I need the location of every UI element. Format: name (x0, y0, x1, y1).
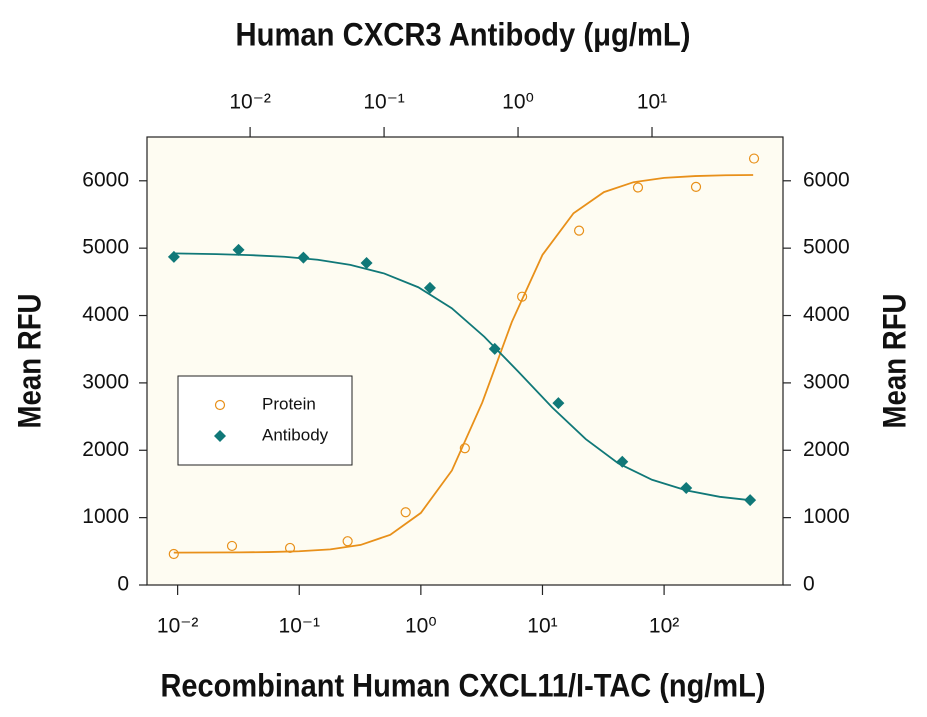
legend-label: Protein (262, 394, 316, 413)
point (517, 291, 528, 302)
point (616, 455, 629, 468)
point (400, 507, 411, 518)
y-tick-label: 1000 (82, 505, 129, 528)
y2-tick-label: 4000 (803, 303, 850, 326)
x-tick-label: 10¹ (527, 615, 557, 638)
y-tick-label: 5000 (82, 236, 129, 259)
fit-curve (173, 252, 753, 502)
x2-tick-label: 10⁻² (229, 91, 270, 114)
x-tick-label: 10⁰ (405, 615, 437, 638)
point (552, 397, 565, 410)
point (744, 494, 757, 507)
y2-axis-title: Mean RFU (876, 294, 912, 429)
fit-curve (173, 174, 754, 554)
x2-axis-title: Human CXCR3 Antibody (μg/mL) (236, 16, 691, 52)
point (226, 540, 238, 552)
y2-tick-label: 5000 (803, 236, 850, 259)
point (423, 281, 436, 294)
point (342, 536, 353, 547)
legend-marker (214, 399, 226, 411)
x2-tick-label: 10¹ (637, 91, 667, 114)
point (573, 225, 585, 236)
y-tick-label: 2000 (82, 438, 129, 461)
legend-marker (214, 430, 226, 442)
point (167, 250, 180, 263)
point (360, 256, 373, 269)
y2-tick-label: 3000 (803, 370, 850, 393)
point (168, 548, 179, 560)
x-tick-label: 10² (649, 615, 679, 638)
x2-tick-label: 10⁰ (502, 91, 534, 114)
x-axis-title: Recombinant Human CXCL11/I-TAC (ng/mL) (161, 667, 766, 703)
point (488, 342, 501, 355)
y-tick-label: 3000 (82, 370, 129, 393)
legend-label: Antibody (262, 425, 329, 444)
y2-tick-label: 0 (803, 573, 815, 596)
point (680, 481, 693, 494)
point (459, 443, 470, 454)
y-tick-label: 4000 (82, 303, 129, 326)
point (297, 251, 310, 264)
legend-box (177, 375, 353, 466)
point (632, 182, 644, 193)
point (284, 542, 296, 554)
x-tick-label: 10⁻¹ (279, 615, 320, 638)
y2-tick-label: 6000 (803, 168, 850, 191)
y2-tick-label: 2000 (803, 438, 850, 461)
x-tick-label: 10⁻² (157, 615, 198, 638)
point (232, 243, 245, 256)
y2-tick-label: 1000 (803, 505, 850, 528)
point (748, 153, 760, 164)
y-tick-label: 0 (117, 573, 129, 596)
x2-tick-label: 10⁻¹ (363, 91, 404, 114)
y-axis-title: Mean RFU (11, 294, 47, 429)
plot-area (146, 136, 784, 586)
y-tick-label: 6000 (82, 168, 129, 191)
point (690, 181, 702, 192)
